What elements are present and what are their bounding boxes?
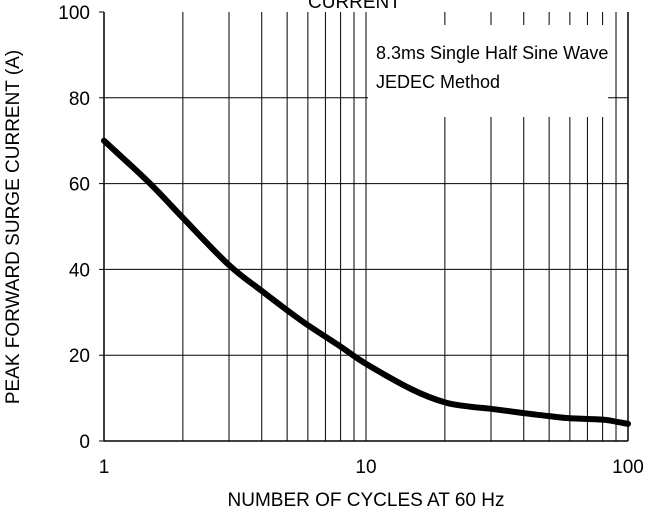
y-tick-label: 60	[69, 175, 90, 196]
y-tick-label: 40	[69, 260, 90, 281]
annotation-line-2: JEDEC Method	[376, 72, 500, 92]
series-line	[101, 137, 631, 427]
annotation-box: 8.3ms Single Half Sine Wave JEDEC Method	[368, 25, 608, 117]
tick-labels: 0 20 40 60 80 100 1 10 100	[58, 3, 644, 478]
y-tick-label: 100	[58, 3, 90, 24]
y-tick-label: 80	[69, 89, 90, 110]
chart-title: CURRENT	[308, 0, 401, 13]
y-tick-label: 20	[69, 346, 90, 367]
x-tick-label: 10	[355, 457, 376, 478]
x-tick-label: 1	[99, 457, 110, 478]
y-axis-title: PEAK FORWARD SURGE CURRENT (A)	[3, 50, 24, 404]
x-axis-title: NUMBER OF CYCLES AT 60 Hz	[228, 490, 505, 511]
annotation-line-1: 8.3ms Single Half Sine Wave	[376, 43, 608, 63]
y-tick-label: 0	[79, 432, 90, 453]
x-tick-label: 100	[612, 457, 644, 478]
annotation-background	[368, 25, 608, 117]
series-layer	[101, 137, 631, 427]
